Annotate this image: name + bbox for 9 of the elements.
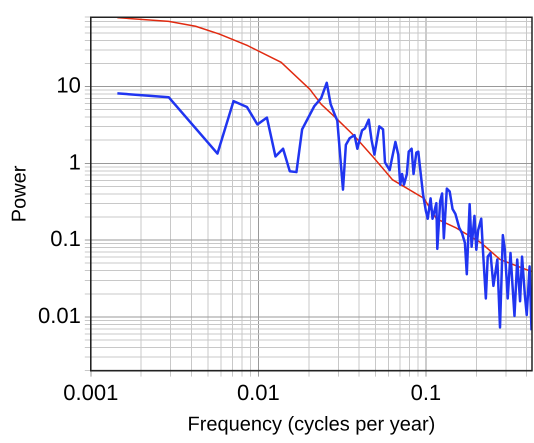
x-tick-label: 0.01 — [236, 380, 280, 405]
y-tick-label: 10 — [56, 72, 81, 98]
x-tick-label: 0.001 — [63, 380, 118, 405]
y-tick-label: 1 — [68, 149, 81, 174]
y-axis-title: Power — [8, 165, 31, 222]
x-tick-label: 0.1 — [410, 380, 442, 405]
y-tick-label: 0.1 — [50, 226, 81, 252]
y-tick-label: 0.01 — [38, 302, 81, 328]
x-axis-title: Frequency (cycles per year) — [187, 414, 436, 436]
